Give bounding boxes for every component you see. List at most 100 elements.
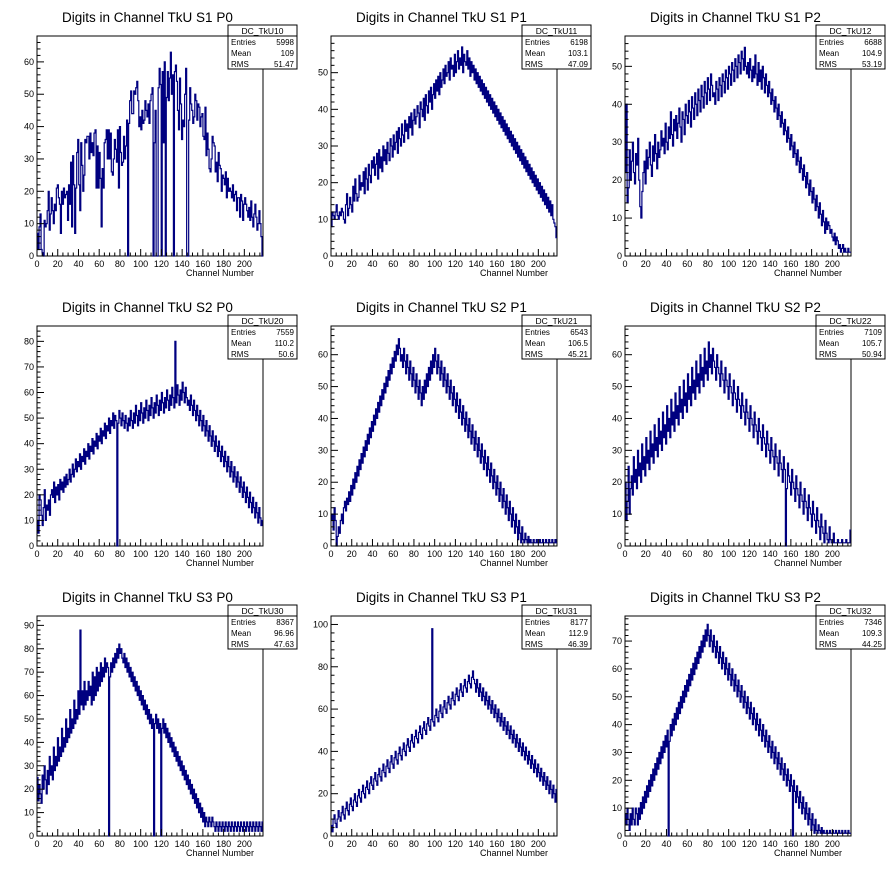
chart-title: Digits in Channel TkU S1 P0 [62,10,233,25]
x-tick-label: 140 [763,549,778,559]
stats-name: DC_TkU30 [241,606,283,616]
y-tick-label: 40 [318,413,328,423]
y-tick-label: 0 [29,541,34,551]
stats-key: RMS [525,60,543,69]
x-tick-label: 80 [703,549,713,559]
stats-value: 7109 [864,328,882,337]
x-tick-label: 100 [133,259,148,269]
x-tick-label: 20 [53,259,63,269]
x-tick-label: 80 [409,259,419,269]
x-tick-label: 120 [448,259,463,269]
stats-key: RMS [525,350,543,359]
y-tick-label: 60 [24,388,34,398]
x-tick-label: 160 [195,259,210,269]
stats-box [227,314,298,360]
y-tick-label: 40 [318,104,328,114]
histogram-line [625,46,851,253]
x-tick-label: 60 [94,839,104,849]
x-tick-label: 140 [763,839,778,849]
x-tick-label: 0 [328,259,333,269]
stats-key: Mean [231,49,251,58]
x-tick-label: 120 [154,839,169,849]
stats-key: Mean [819,49,839,58]
y-tick-label: 0 [323,251,328,261]
x-tick-label: 40 [73,549,83,559]
y-tick-label: 60 [24,691,34,701]
x-tick-label: 140 [469,259,484,269]
histogram-panel: Digits in Channel TkU S2 P00 20 40 60 80 100 1… [24,300,298,568]
histogram-line [37,629,263,837]
x-tick-label: 160 [489,839,504,849]
y-tick-label: 40 [612,720,622,730]
x-tick-label: 0 [622,839,627,849]
x-axis-label: Channel Number [774,558,842,568]
stats-name: DC_TkU22 [829,316,871,326]
stats-value: 104.9 [862,49,883,58]
x-tick-label: 20 [347,839,357,849]
histogram-line [331,46,557,239]
y-tick-label: 20 [612,175,622,185]
y-tick-label: 70 [24,362,34,372]
y-tick-label: 20 [612,477,622,487]
stats-value: 106.5 [568,339,589,348]
stats-key: RMS [819,60,837,69]
x-tick-label: 140 [175,259,190,269]
stats-value: 7559 [276,328,294,337]
stats-key: RMS [231,350,249,359]
stats-value: 53.19 [862,60,883,69]
y-tick-label: 0 [323,541,328,551]
x-tick-label: 120 [742,839,757,849]
x-tick-label: 180 [804,549,819,559]
x-tick-label: 160 [783,549,798,559]
plot-frame [624,35,852,257]
x-tick-label: 80 [115,549,125,559]
stats-value: 103.1 [568,49,589,58]
stats-name: DC_TkU20 [241,316,283,326]
x-tick-label: 160 [489,259,504,269]
y-tick-label: 40 [24,122,34,132]
x-tick-label: 20 [641,549,651,559]
y-tick-label: 30 [24,761,34,771]
x-tick-label: 180 [216,839,231,849]
stats-key: RMS [231,640,249,649]
stats-value: 6198 [570,38,588,47]
stats-key: Entries [525,618,550,627]
y-tick-label: 30 [612,137,622,147]
stats-name: DC_TkU12 [829,26,871,36]
y-tick-label: 40 [612,99,622,109]
x-tick-label: 100 [427,549,442,559]
x-axis-label: Channel Number [186,558,254,568]
x-tick-label: 180 [510,549,525,559]
y-tick-label: 20 [318,178,328,188]
x-tick-label: 200 [825,259,840,269]
histogram-line [625,623,851,837]
x-tick-label: 60 [94,549,104,559]
y-tick-label: 20 [318,789,328,799]
stats-name: DC_TkU31 [535,606,577,616]
histogram-line [625,341,851,547]
stats-key: RMS [525,640,543,649]
histogram-panel: Digits in Channel TkU S1 P10 20 40 60 80 100 1… [318,10,592,278]
stats-key: Entries [819,618,844,627]
plot-frame [624,325,852,547]
x-tick-label: 40 [73,839,83,849]
y-tick-label: 50 [24,89,34,99]
x-tick-label: 0 [34,549,39,559]
stats-value: 50.6 [278,350,294,359]
stats-value: 44.25 [862,640,883,649]
x-tick-label: 120 [154,259,169,269]
y-tick-label: 20 [24,784,34,794]
chart-title: Digits in Channel TkU S1 P1 [356,10,527,25]
y-tick-label: 20 [24,186,34,196]
stats-key: Mean [819,629,839,638]
stats-box [227,604,298,650]
x-tick-label: 0 [328,549,333,559]
histogram-panel: Digits in Channel TkU S3 P1 0 20 40 60 80 100 1… [313,590,592,858]
x-tick-label: 100 [427,259,442,269]
y-tick-label: 40 [24,737,34,747]
y-tick-label: 30 [24,464,34,474]
histogram-panel: Digits in Channel TkU S1 P20 20 40 60 80 100 1… [612,10,886,278]
y-tick-label: 10 [24,515,34,525]
x-tick-label: 140 [469,839,484,849]
stats-box [815,604,886,650]
